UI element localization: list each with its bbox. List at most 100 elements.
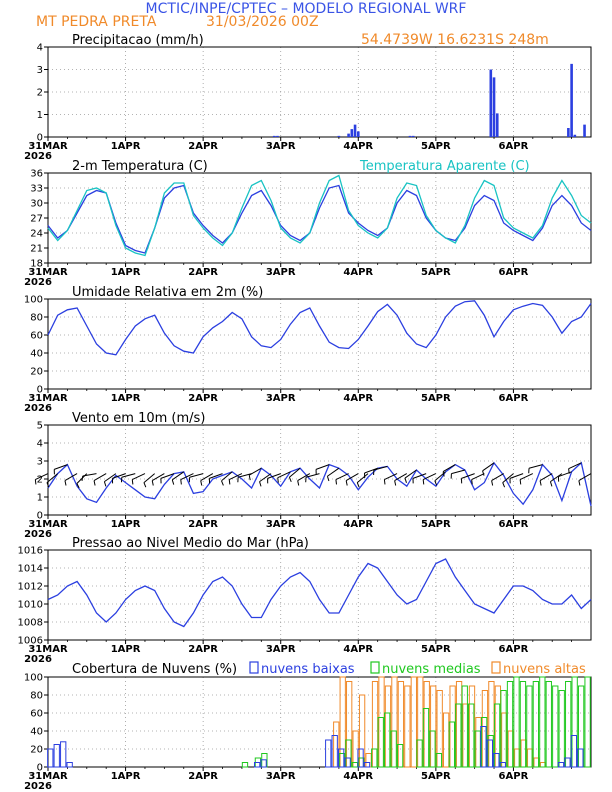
y-tick-label: 21 (30, 244, 43, 255)
wind-barb-feather (471, 479, 473, 485)
wind-barb (143, 473, 155, 483)
cloud-mid-bar (506, 681, 514, 768)
wind-barb (568, 462, 582, 470)
wind-barb-feather (143, 482, 147, 488)
wind-barb (384, 473, 398, 480)
y-tick-label: 20 (30, 745, 43, 756)
cloud-high-bar (442, 712, 450, 768)
x-year-label: 2026 (24, 277, 52, 288)
x-year-label: 2026 (24, 151, 52, 162)
cloud-mid-bar (448, 721, 455, 768)
cloud-low-bar (338, 748, 345, 768)
wind-barb (335, 473, 349, 480)
x-tick-label: 4APR (343, 771, 373, 782)
wind-barb-feather (539, 480, 542, 486)
temperature-yticks: 18 21 24 27 30 33 36 (30, 169, 48, 270)
pressure-panel: Pressao ao Nivel Medio do Mar (hPa) 1006… (18, 536, 592, 665)
precip-bar (350, 129, 354, 137)
cloud-mid-bar (461, 685, 468, 768)
x-tick-label: 2APR (188, 771, 218, 782)
wind-barb (451, 469, 466, 475)
wind-barb (46, 473, 59, 483)
x-tick-label: 1APR (111, 267, 141, 278)
wind-grid (48, 425, 591, 515)
cloud-low-bar (53, 744, 60, 768)
pressure-grid (48, 550, 591, 640)
x-year-label: 2026 (24, 529, 52, 540)
y-tick-label: 100 (24, 673, 43, 684)
wind-barb-feather (34, 479, 37, 485)
wind-barb (82, 473, 97, 477)
wind-barb (180, 473, 194, 480)
wind-barb-feather (442, 471, 445, 477)
x-tick-label: 1APR (111, 771, 141, 782)
wind-barb-feather (519, 479, 522, 485)
clouds-xticks: 31MAR 1APR 2APR 3APR 4APR 5APR 6APR 2026 (24, 767, 573, 792)
temperature-xticks: 31MAR 1APR 2APR 3APR 4APR 5APR 6APR 2026 (24, 263, 573, 288)
precip-xticks: 31MAR 1APR 2APR 3APR 4APR 5APR 6APR 2026 (24, 137, 573, 162)
humidity-xticks: 31MAR 1APR 2APR 3APR 4APR 5APR 6APR 2026 (24, 389, 573, 414)
wind-barb-feather (228, 479, 231, 485)
precip-bar (276, 135, 279, 137)
x-tick-label: 2APR (188, 393, 218, 404)
wind-barb-feather (200, 480, 203, 486)
cloud-mid-bar (435, 753, 443, 768)
header-run-date: 31/03/2026 00Z (206, 14, 319, 30)
x-tick-label: 4APR (343, 141, 373, 152)
cloud-low-bar (557, 762, 565, 768)
humidity-panel: Umidade Relativa em 2m (%) 020406080100 … (24, 285, 592, 414)
wind-barb (160, 473, 175, 479)
cloud-mid-bar (390, 730, 397, 768)
wind-barb-feather (578, 480, 581, 486)
y-tick-label: 30 (30, 199, 43, 210)
legend-high-swatch (491, 661, 501, 674)
cloud-mid-bar (371, 748, 378, 768)
y-tick-label: 80 (30, 691, 43, 702)
y-tick-label: 4 (37, 439, 43, 450)
cloud-low-bar (60, 741, 67, 768)
y-tick-label: 20 (30, 367, 43, 378)
y-tick-label: 1016 (18, 546, 43, 557)
y-tick-label: 40 (30, 727, 43, 738)
wind-barb (93, 473, 107, 482)
header-coordinates: 54.4739W 16.6231S 248m (361, 32, 549, 48)
wind-barb (482, 462, 495, 472)
precip-bar (570, 63, 573, 137)
x-tick-label: 3APR (266, 644, 296, 655)
temperature-lines (47, 174, 592, 257)
x-tick-label: 3APR (266, 141, 296, 152)
cloud-low-bar (363, 762, 371, 768)
wind-barb-feather (297, 480, 300, 486)
y-tick-label: 100 (24, 295, 43, 306)
temperature-grid (48, 173, 591, 263)
cloud-low-bar (325, 739, 332, 768)
wind-barb (200, 473, 214, 482)
precip-bar (408, 135, 412, 137)
cloud-mid-bar (532, 681, 540, 768)
wind-barb (112, 473, 126, 479)
x-tick-label: 5APR (421, 644, 451, 655)
wind-marks (34, 461, 592, 507)
x-tick-label: 4APR (343, 519, 373, 530)
wind-barb (64, 473, 78, 482)
wind-barb (461, 473, 475, 479)
x-year-label: 2026 (24, 403, 52, 414)
wind-barb-feather (221, 480, 224, 486)
y-tick-label: 0 (37, 511, 43, 522)
precip-title: Precipitacao (mm/h) (72, 33, 204, 48)
wind-barb (578, 473, 592, 482)
legend-mid-label: nuvens medias (382, 662, 481, 677)
wind-barb (491, 473, 504, 482)
clouds-frame (47, 676, 592, 768)
wind-barb-feather (93, 480, 96, 486)
wind-barb-feather (422, 479, 425, 485)
y-tick-label: 1010 (18, 600, 43, 611)
precip-bar (272, 135, 276, 137)
precip-bars (272, 63, 586, 137)
wind-barb (209, 473, 223, 479)
wind-barb-feather (326, 476, 330, 482)
cloud-low-bar (357, 748, 364, 768)
cloud-mid-bar (513, 676, 520, 768)
wind-barb (189, 473, 204, 478)
wind-yticks: 0 1 2 3 4 5 (37, 421, 48, 522)
